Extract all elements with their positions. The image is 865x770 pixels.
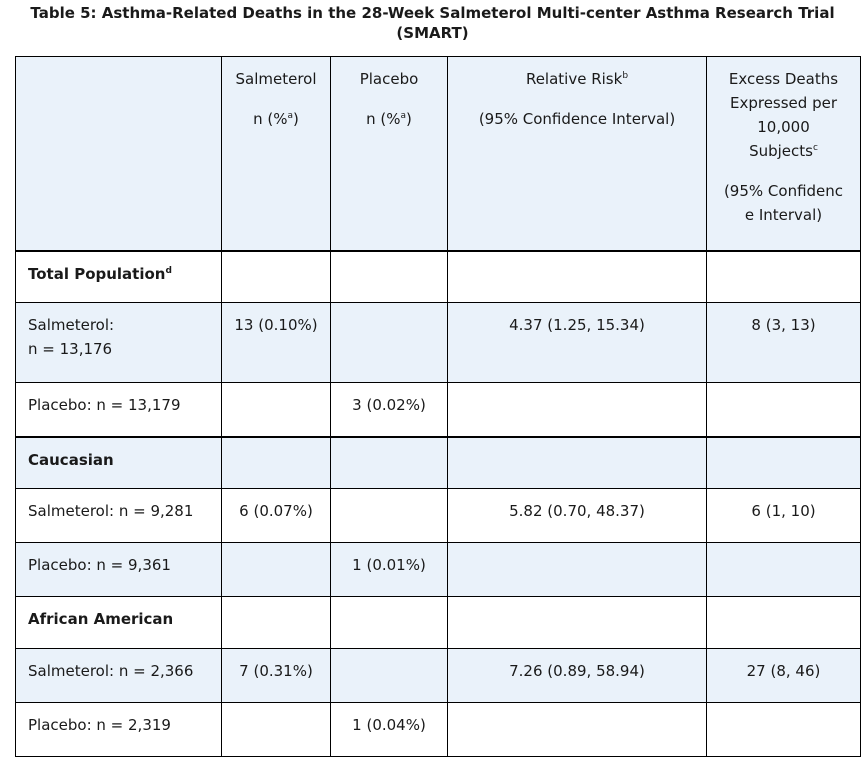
excess-deaths-value [706,382,861,437]
row-label: Placebo: n = 2,319 [15,702,222,757]
footnote-marker: a [400,111,407,121]
group-label: Total Populationd [15,249,222,303]
group-label: African American [15,596,222,649]
header-relative-risk: Relative Riskb (95% Confidence Interval) [447,56,707,251]
header-placebo: Placebo n (%a) [330,56,448,251]
header-row: Salmeterol n (%a) Placebo n (%a) Relativ… [15,56,861,251]
group-label: Caucasian [15,435,222,489]
header-salmeterol-sub: n (%a) [253,110,299,128]
excess-deaths-value [706,542,861,597]
salmeterol-value: 7 (0.31%) [221,648,331,703]
row-label: Placebo: n = 13,179 [15,382,222,437]
header-excess-line5: (95% Confidenc [723,182,844,200]
placebo-value: 3 (0.02%) [330,382,448,437]
header-excess-line1: Excess Deaths [728,70,839,88]
relative-risk-value [447,382,707,437]
table-row: Salmeterol: n = 2,366 7 (0.31%) 7.26 (0.… [15,648,861,703]
table-caption-line1: Table 5: Asthma-Related Deaths in the 28… [30,4,835,22]
header-blank-cell [15,56,222,251]
table-caption: Table 5: Asthma-Related Deaths in the 28… [0,3,865,43]
row-label: Salmeterol: n = 13,176 [15,302,222,383]
salmeterol-value [221,382,331,437]
row-label: Salmeterol: n = 9,281 [15,488,222,543]
header-excess-line6: e Interval) [744,206,823,224]
header-excess-deaths: Excess Deaths Expressed per 10,000 Subje… [706,56,861,251]
group-row-total-population: Total Populationd [15,249,861,303]
salmeterol-value [221,542,331,597]
header-rr-sub: (95% Confidence Interval) [478,110,676,128]
excess-deaths-value: 8 (3, 13) [706,302,861,383]
relative-risk-value [447,702,707,757]
salmeterol-value [221,702,331,757]
placebo-value: 1 (0.01%) [330,542,448,597]
table-row: Salmeterol: n = 9,281 6 (0.07%) 5.82 (0.… [15,488,861,543]
header-excess-line4: Subjectsc [749,142,818,160]
relative-risk-value [447,542,707,597]
footnote-marker: c [812,143,818,153]
table-row: Salmeterol: n = 13,176 13 (0.10%) 4.37 (… [15,302,861,383]
header-rr-title: Relative Riskb [525,70,629,88]
table-caption-line2: (SMART) [396,24,469,42]
placebo-value [330,302,448,383]
header-excess-line2: Expressed per [729,94,837,112]
salmeterol-value: 6 (0.07%) [221,488,331,543]
footnote-marker: d [165,265,172,276]
header-salmeterol-title: Salmeterol [235,70,317,88]
footnote-marker: b [622,71,629,81]
asthma-deaths-table: Salmeterol n (%a) Placebo n (%a) Relativ… [15,56,861,757]
group-row-african-american: African American [15,596,861,649]
excess-deaths-value: 6 (1, 10) [706,488,861,543]
row-label: Placebo: n = 9,361 [15,542,222,597]
header-salmeterol: Salmeterol n (%a) [221,56,331,251]
table-row: Placebo: n = 13,179 3 (0.02%) [15,382,861,437]
placebo-value: 1 (0.04%) [330,702,448,757]
header-placebo-sub: n (%a) [366,110,412,128]
placebo-value [330,648,448,703]
footnote-marker: a [287,111,294,121]
relative-risk-value: 7.26 (0.89, 58.94) [447,648,707,703]
salmeterol-value: 13 (0.10%) [221,302,331,383]
table-row: Placebo: n = 9,361 1 (0.01%) [15,542,861,597]
group-row-caucasian: Caucasian [15,435,861,489]
relative-risk-value: 4.37 (1.25, 15.34) [447,302,707,383]
relative-risk-value: 5.82 (0.70, 48.37) [447,488,707,543]
row-label: Salmeterol: n = 2,366 [15,648,222,703]
header-excess-line3: 10,000 [757,118,810,136]
excess-deaths-value [706,702,861,757]
table-row: Placebo: n = 2,319 1 (0.04%) [15,702,861,757]
header-placebo-title: Placebo [359,70,419,88]
placebo-value [330,488,448,543]
excess-deaths-value: 27 (8, 46) [706,648,861,703]
